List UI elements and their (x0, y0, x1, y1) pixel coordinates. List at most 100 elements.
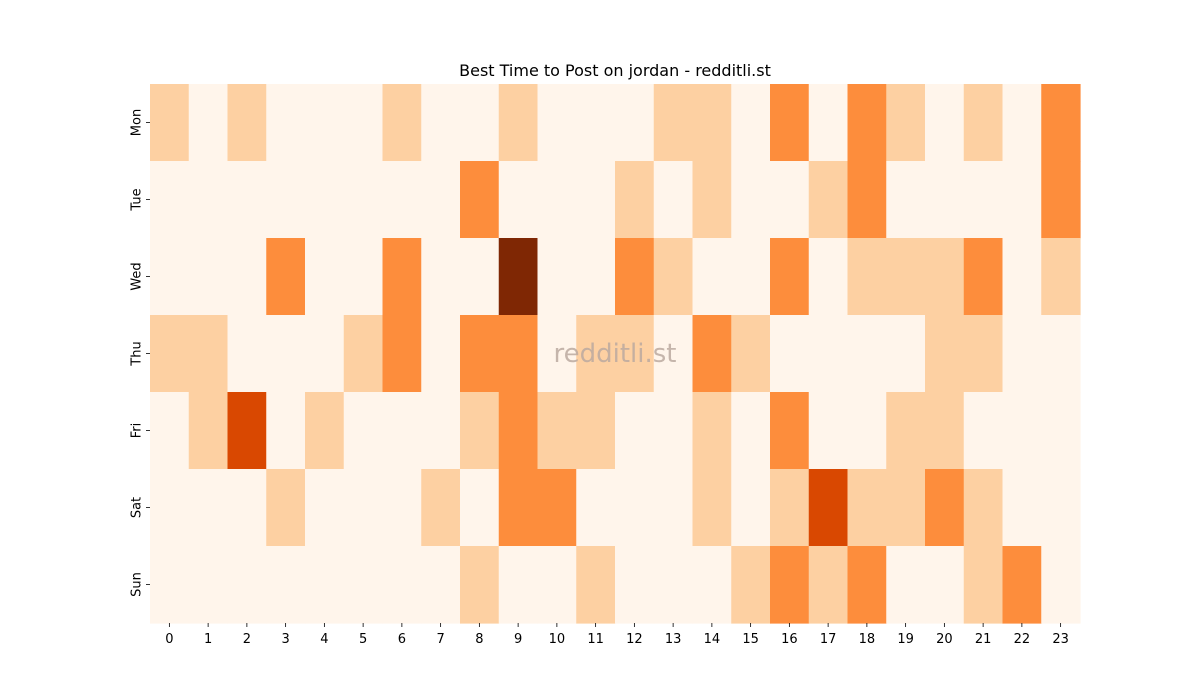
heatmap-cell-sat-10 (537, 469, 577, 547)
y-axis: Mon Tue Wed Thu Fri Sat Sun (130, 109, 150, 597)
heatmap-cell-fri-8 (460, 392, 500, 470)
heatmap-cell-mon-15 (731, 84, 771, 162)
x-tick-label: 23 (1052, 632, 1069, 647)
watermark: redditli.st (554, 339, 677, 369)
heatmap-cell-wed-15 (731, 238, 771, 316)
heatmap-cell-wed-22 (1002, 238, 1042, 316)
x-tick-label: 12 (626, 632, 643, 647)
heatmap-cell-sun-14 (692, 546, 732, 624)
heatmap-cell-sat-18 (847, 469, 887, 547)
heatmap-cell-tue-1 (188, 161, 229, 239)
heatmap-cell-sat-17 (808, 469, 849, 547)
heatmap-cell-thu-15 (731, 315, 771, 393)
heatmap-cell-sun-3 (266, 546, 306, 624)
x-tick-label: 13 (665, 632, 682, 647)
heatmap-cell-sat-1 (188, 469, 229, 547)
heatmap-cell-tue-19 (886, 161, 926, 239)
heatmap-cell-thu-11 (576, 315, 616, 393)
heatmap-cell-mon-1 (188, 84, 229, 162)
y-tick-label: Sat (130, 497, 145, 518)
heatmap-cell-sun-9 (498, 546, 539, 624)
x-tick-label: 14 (704, 632, 721, 647)
heatmap-cell-thu-23 (1041, 315, 1081, 393)
heatmap-cell-sat-15 (731, 469, 771, 547)
y-tick-label: Wed (130, 262, 145, 290)
heatmap-cell-fri-1 (188, 392, 229, 470)
heatmap-cell-thu-7 (421, 315, 461, 393)
x-tick-label: 18 (859, 632, 876, 647)
heatmap-cell-tue-16 (770, 161, 810, 239)
heatmap-cell-fri-21 (963, 392, 1004, 470)
heatmap-cell-wed-5 (343, 238, 384, 316)
x-tick-label: 20 (936, 632, 953, 647)
heatmap-cell-sat-21 (963, 469, 1004, 547)
heatmap-cell-sat-7 (421, 469, 461, 547)
heatmap-cell-sat-9 (498, 469, 539, 547)
heatmap-cell-thu-0 (150, 315, 190, 393)
heatmap-cell-sat-20 (925, 469, 965, 547)
heatmap-cell-fri-14 (692, 392, 732, 470)
heatmap-cell-wed-17 (808, 238, 849, 316)
heatmap-cell-mon-7 (421, 84, 461, 162)
y-tick-label: Fri (130, 423, 145, 439)
heatmap-cell-fri-16 (770, 392, 810, 470)
heatmap-cell-sat-11 (576, 469, 616, 547)
heatmap-cell-tue-3 (266, 161, 306, 239)
heatmap-cell-sat-8 (460, 469, 500, 547)
heatmap-cell-wed-6 (382, 238, 422, 316)
heatmap-cell-sun-19 (886, 546, 926, 624)
heatmap-cell-sat-5 (343, 469, 384, 547)
heatmap-cell-mon-12 (615, 84, 655, 162)
heatmap-cell-thu-3 (266, 315, 306, 393)
heatmap-cell-fri-7 (421, 392, 461, 470)
y-tick-label: Tue (130, 188, 145, 211)
heatmap-cell-tue-5 (343, 161, 384, 239)
heatmap-cell-wed-11 (576, 238, 616, 316)
heatmap-cell-tue-0 (150, 161, 190, 239)
heatmap-cell-sun-12 (615, 546, 655, 624)
heatmap-cell-fri-22 (1002, 392, 1042, 470)
heatmap-cell-fri-4 (305, 392, 345, 470)
heatmap-cell-mon-8 (460, 84, 500, 162)
heatmap-cell-sun-13 (653, 546, 694, 624)
heatmap-cells (150, 84, 1081, 624)
heatmap-cell-sat-0 (150, 469, 190, 547)
x-tick-label: 0 (165, 632, 173, 647)
heatmap-cell-wed-8 (460, 238, 500, 316)
x-tick-label: 19 (897, 632, 914, 647)
x-tick-label: 10 (549, 632, 566, 647)
heatmap-cell-sun-22 (1002, 546, 1042, 624)
heatmap-cell-sun-21 (963, 546, 1004, 624)
heatmap-cell-fri-18 (847, 392, 887, 470)
heatmap-cell-thu-1 (188, 315, 229, 393)
heatmap-cell-wed-7 (421, 238, 461, 316)
heatmap-cell-thu-2 (227, 315, 267, 393)
heatmap-cell-fri-17 (808, 392, 849, 470)
heatmap-cell-thu-10 (537, 315, 577, 393)
heatmap-cell-thu-6 (382, 315, 422, 393)
heatmap-cell-tue-4 (305, 161, 345, 239)
heatmap-cell-thu-19 (886, 315, 926, 393)
heatmap-cell-thu-4 (305, 315, 345, 393)
y-tick-label: Thu (130, 341, 145, 366)
heatmap-cell-fri-5 (343, 392, 384, 470)
heatmap-cell-wed-9 (498, 238, 539, 316)
heatmap-cell-fri-3 (266, 392, 306, 470)
heatmap-cell-wed-1 (188, 238, 229, 316)
heatmap-cell-sat-6 (382, 469, 422, 547)
x-tick-label: 22 (1014, 632, 1031, 647)
heatmap-cell-tue-12 (615, 161, 655, 239)
x-tick-label: 3 (281, 632, 289, 647)
x-tick-label: 4 (320, 632, 328, 647)
x-tick-label: 9 (514, 632, 522, 647)
heatmap-cell-fri-10 (537, 392, 577, 470)
heatmap-cell-fri-11 (576, 392, 616, 470)
heatmap-cell-wed-3 (266, 238, 306, 316)
heatmap-cell-tue-22 (1002, 161, 1042, 239)
heatmap-cell-wed-4 (305, 238, 345, 316)
heatmap-cell-thu-8 (460, 315, 500, 393)
heatmap-cell-sun-8 (460, 546, 500, 624)
x-tick-label: 7 (436, 632, 444, 647)
heatmap-cell-mon-13 (653, 84, 694, 162)
